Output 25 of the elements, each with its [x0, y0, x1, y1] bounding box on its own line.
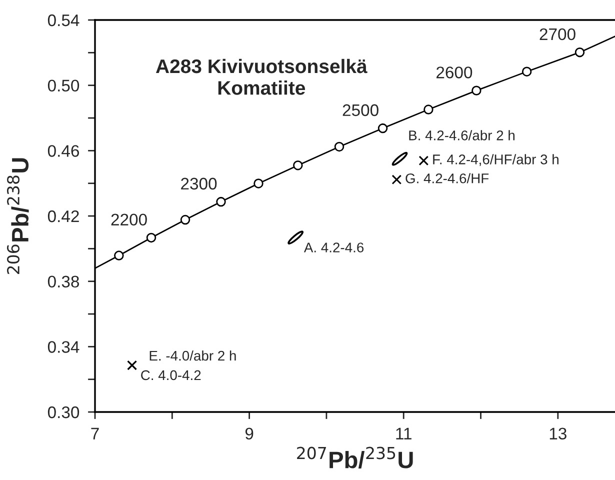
x-axis-title: $^{207}$Pb/$^{235}$U: [297, 446, 413, 469]
annotation: G. 4.2-4.6/HF: [406, 173, 489, 184]
y-tick-label: 0.38: [48, 276, 79, 288]
y-tick-label: 0.34: [48, 341, 80, 353]
y-tick-label: 0.54: [48, 14, 80, 26]
x-tick-label: 9: [245, 428, 254, 440]
y-tick-label: 0.30: [48, 406, 80, 418]
annotation: 2200: [111, 214, 147, 226]
y-axis-title: $^{206}$Pb/$^{238}$U: [7, 158, 29, 274]
annotation: 2300: [181, 178, 217, 190]
text: A283 Kivivuotsonselkä Komatiite: [156, 58, 368, 95]
annotation: A. 4.2-4.6: [304, 242, 364, 252]
annotation: B. 4.2-4.6/abr 2 h: [409, 130, 514, 140]
y-tick-label: 0.46: [48, 145, 79, 157]
annotation: 2600: [436, 66, 472, 78]
annotation: F. 4.2-4,6/HF/abr 3 h: [433, 154, 558, 166]
annotation: 2700: [540, 28, 576, 40]
x-tick-label: 7: [91, 428, 99, 440]
y-tick-label: 0.50: [48, 80, 80, 92]
x-tick-label: 13: [550, 428, 566, 440]
y-tick-label: 0.42: [48, 210, 79, 222]
annotation: E. -4.0/abr 2 h: [150, 350, 236, 361]
x-tick-label: 11: [396, 428, 412, 440]
annotation: 2500: [342, 104, 378, 116]
annotation: C. 4.0-4.2: [141, 370, 201, 380]
